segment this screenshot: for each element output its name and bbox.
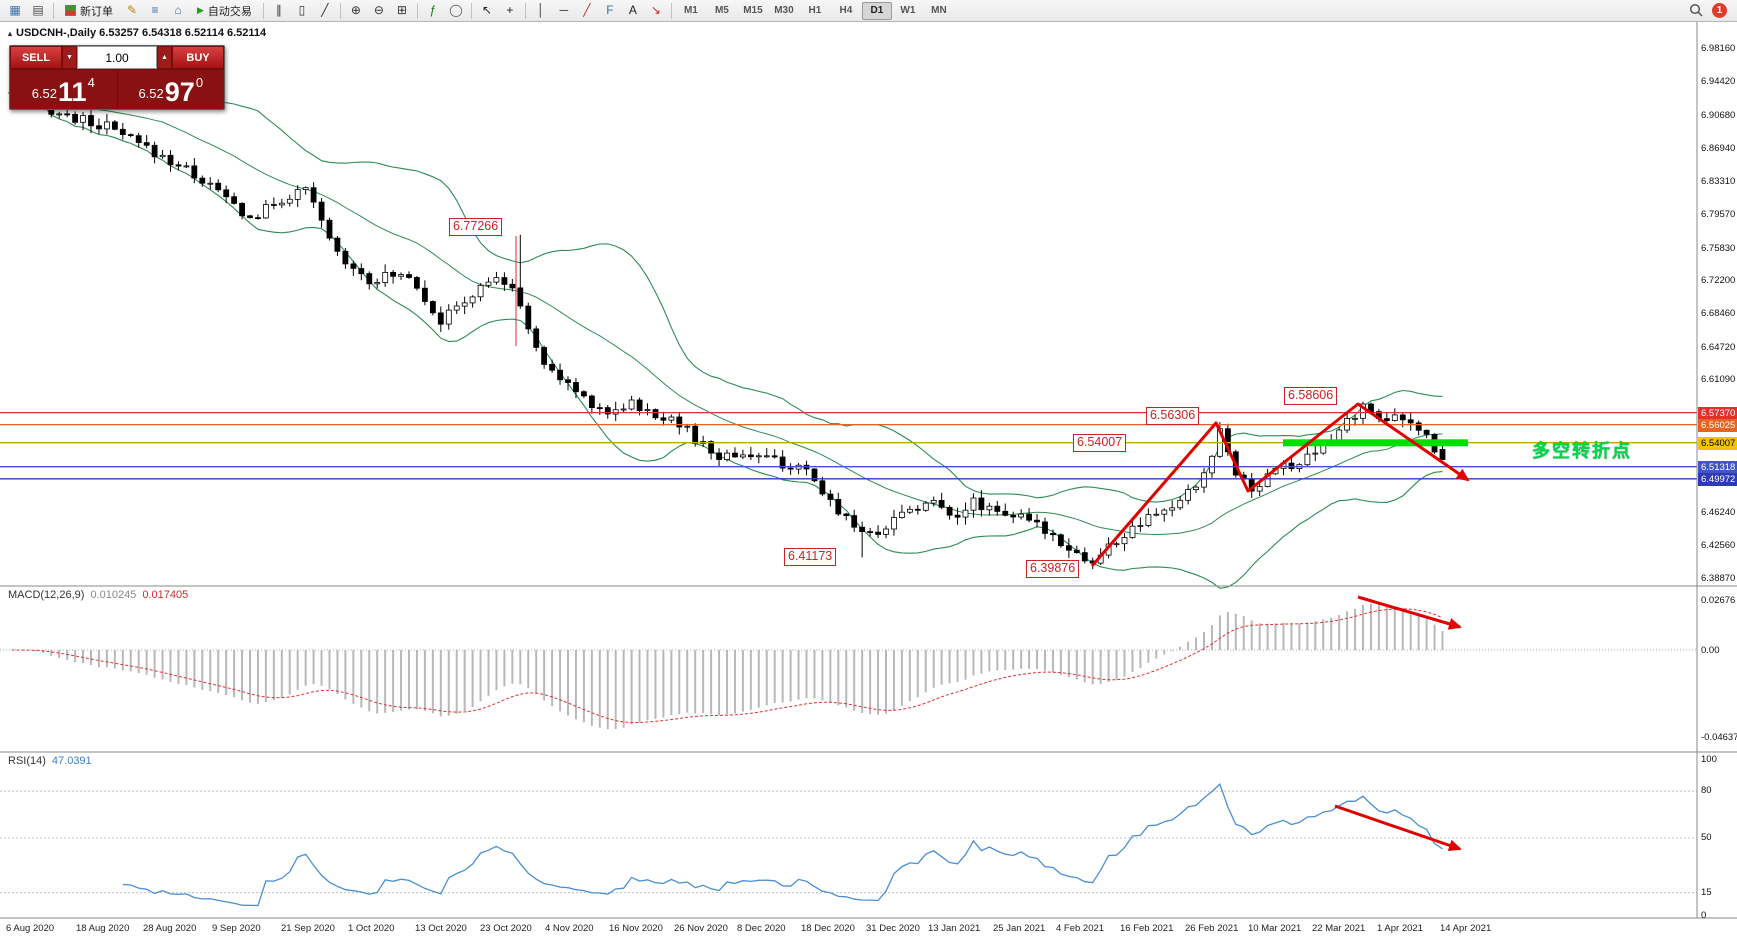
timeframe-mn[interactable]: MN bbox=[931, 4, 947, 16]
bar-chart-icon[interactable]: ∥ bbox=[275, 2, 282, 17]
rsi-indicator-label: RSI(14) 47.0391 bbox=[8, 755, 92, 767]
candlestick-chart-icon[interactable]: ▯ bbox=[298, 2, 306, 17]
sell-price-prefix: 6.52 bbox=[31, 86, 58, 101]
arrows-tool-icon[interactable]: ↘ bbox=[650, 2, 661, 17]
buy-button[interactable]: BUY bbox=[172, 46, 224, 69]
tile-windows-icon[interactable]: ⊞ bbox=[396, 2, 407, 17]
toolbar-separator bbox=[670, 2, 672, 19]
main-toolbar: ▦ ▤ 新订单 ✎ ≡ ⌂ ▶ 自动交易 ∥ ▯ ╱ ⊕ ⊖ ⊞ ƒ ◯ ↖ + │ ─ ╱ F A ↘ M1 M5 M15 M30 H… bbox=[0, 0, 1737, 22]
metaeditor-icon[interactable]: ✎ bbox=[126, 2, 138, 17]
search-icon[interactable] bbox=[1685, 1, 1707, 21]
macd-name: MACD(12,26,9) bbox=[8, 589, 85, 601]
line-chart-icon[interactable]: ╱ bbox=[321, 2, 329, 17]
vertical-line-icon[interactable]: │ bbox=[537, 2, 545, 17]
cursor-icon[interactable]: ↖ bbox=[481, 2, 492, 17]
profiles-icon[interactable]: ▤ bbox=[32, 2, 44, 17]
volume-decrease-button[interactable]: ▼ bbox=[62, 46, 77, 69]
bull-bear-pivot-annotation: 多空转折点 bbox=[1532, 441, 1632, 461]
timeframe-m15[interactable]: M15 bbox=[743, 4, 763, 16]
crosshair-icon[interactable]: + bbox=[506, 2, 514, 17]
autotrading-button-label: 自动交易 bbox=[207, 5, 252, 18]
timeframe-m5[interactable]: M5 bbox=[714, 4, 729, 16]
new-order-button-label: 新订单 bbox=[80, 5, 113, 18]
toolbar-separator bbox=[416, 2, 418, 19]
toolbar-separator bbox=[262, 2, 264, 19]
zoom-out-icon[interactable]: ⊖ bbox=[373, 2, 384, 17]
macd-signal-value: 0.017405 bbox=[142, 589, 189, 601]
timeframe-h4[interactable]: H4 bbox=[839, 4, 853, 16]
timeframe-m1[interactable]: M1 bbox=[683, 4, 698, 16]
collapse-panel-icon[interactable]: ▴ bbox=[8, 28, 13, 38]
buy-price-point: 0 bbox=[195, 75, 204, 90]
horizontal-line-icon[interactable]: ─ bbox=[559, 2, 569, 17]
navigator-icon[interactable]: ⌂ bbox=[174, 2, 182, 17]
timeframe-w1[interactable]: W1 bbox=[900, 4, 916, 16]
toolbar-separator bbox=[339, 2, 341, 19]
macd-value: 0.010245 bbox=[90, 589, 137, 601]
indicators-icon[interactable]: ƒ bbox=[429, 2, 437, 17]
notification-badge[interactable]: 1 bbox=[1712, 3, 1727, 18]
trendline-icon[interactable]: ╱ bbox=[583, 2, 591, 17]
autotrading-button[interactable]: ▶ 自动交易 bbox=[190, 1, 259, 21]
text-icon[interactable]: A bbox=[628, 2, 637, 17]
timeframe-m30[interactable]: M30 bbox=[774, 4, 794, 16]
timeframe-d1[interactable]: D1 bbox=[861, 1, 892, 20]
sell-button[interactable]: SELL bbox=[10, 46, 62, 69]
cycles-icon[interactable]: ◯ bbox=[449, 2, 463, 17]
timeframe-h1[interactable]: H1 bbox=[808, 4, 822, 16]
buy-price-display[interactable]: 6.52 97 0 bbox=[116, 70, 225, 109]
volume-increase-button[interactable]: ▲ bbox=[157, 46, 172, 69]
volume-input[interactable] bbox=[77, 46, 157, 69]
toolbar-separator bbox=[53, 2, 54, 19]
new-order-button[interactable]: 新订单 bbox=[58, 1, 120, 21]
toolbar-separator bbox=[470, 2, 472, 19]
toolbar-separator bbox=[524, 2, 526, 19]
autotrading-icon: ▶ bbox=[197, 5, 204, 15]
macd-indicator-label: MACD(12,26,9) 0.010245 0.017405 bbox=[8, 589, 188, 601]
sell-price-pips: 11 bbox=[58, 77, 87, 107]
buy-price-pips: 97 bbox=[164, 77, 195, 107]
zoom-in-icon[interactable]: ⊕ bbox=[350, 2, 361, 17]
chart-symbol-header: ▴ USDCNH-,Daily 6.53257 6.54318 6.52114 … bbox=[8, 27, 266, 39]
sell-price-point: 4 bbox=[87, 75, 95, 90]
buy-price-prefix: 6.52 bbox=[138, 86, 164, 101]
market-watch-icon[interactable]: ≡ bbox=[151, 2, 159, 17]
rsi-name: RSI(14) bbox=[8, 755, 46, 767]
fibonacci-icon[interactable]: F bbox=[606, 2, 614, 17]
symbol-ohlc-text: USDCNH-,Daily 6.53257 6.54318 6.52114 6.… bbox=[16, 27, 267, 39]
new-chart-icon[interactable]: ▦ bbox=[9, 2, 21, 17]
new-order-icon bbox=[65, 5, 76, 16]
rsi-value: 47.0391 bbox=[51, 755, 92, 767]
sell-price-display[interactable]: 6.52 11 4 bbox=[10, 70, 117, 109]
